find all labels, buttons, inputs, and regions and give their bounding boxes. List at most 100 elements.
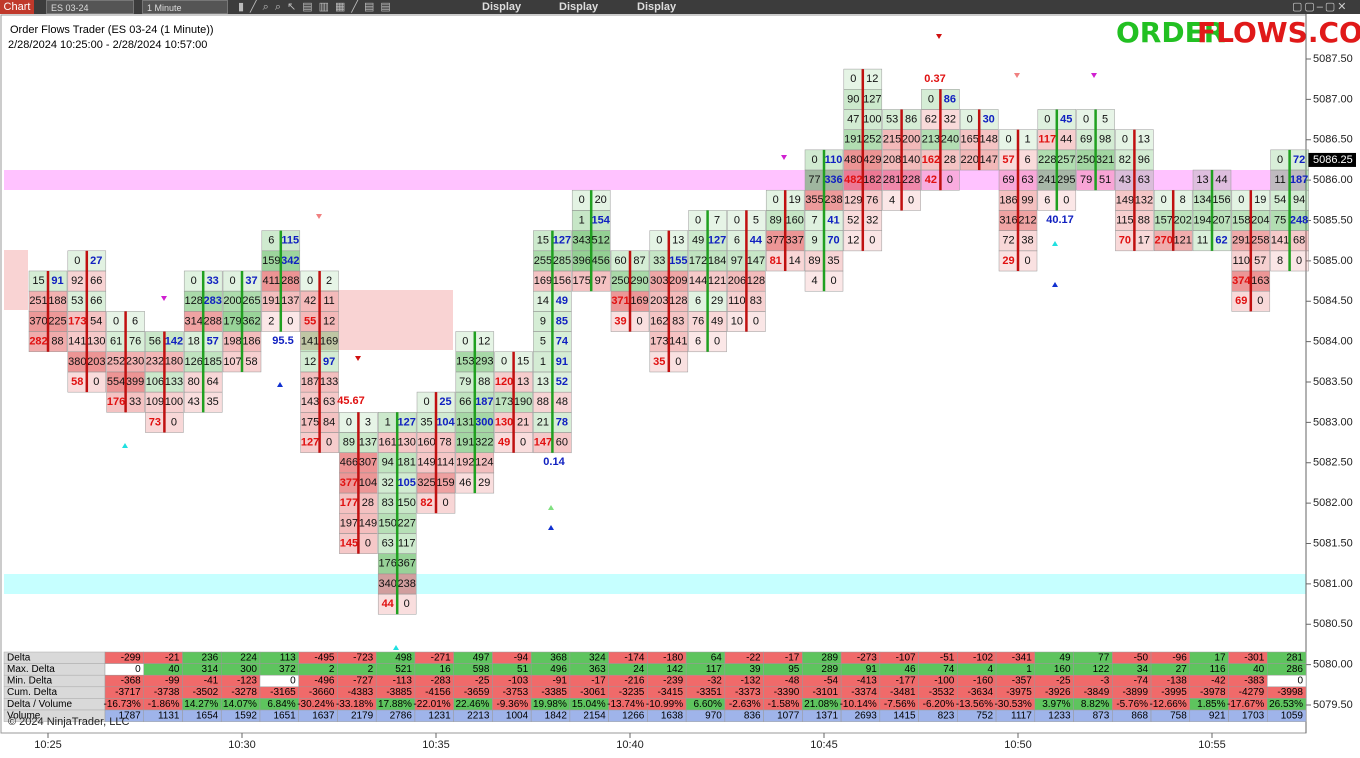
- table-value: -17.67%: [1227, 699, 1264, 710]
- table-value: -3659: [464, 687, 490, 698]
- bid-volume: 120: [495, 376, 513, 388]
- bid-volume: 194: [1193, 214, 1211, 226]
- bid-volume: 143: [301, 396, 319, 408]
- table-value: -51: [940, 652, 955, 663]
- bid-volume: 110: [728, 295, 746, 307]
- table-value: 1233: [1048, 710, 1071, 721]
- table-value: 2179: [351, 710, 374, 721]
- table-value: 6.84%: [267, 699, 295, 710]
- bid-volume: 39: [614, 315, 626, 327]
- bid-volume: 79: [459, 376, 471, 388]
- ask-volume: 76: [129, 336, 141, 348]
- table-value: 142: [666, 664, 683, 675]
- bid-volume: 159: [262, 255, 280, 267]
- table-value: -3885: [386, 687, 412, 698]
- bid-volume: 162: [650, 315, 668, 327]
- ask-volume: 70: [827, 235, 839, 247]
- ask-volume: 78: [439, 436, 451, 448]
- ask-volume: 0: [442, 497, 448, 509]
- table-value: -25: [1056, 676, 1071, 687]
- ask-volume: 265: [242, 295, 260, 307]
- bid-volume: 252: [107, 356, 125, 368]
- bid-volume: 35: [420, 416, 432, 428]
- ask-volume: 20: [595, 194, 607, 206]
- bid-volume: 33: [653, 255, 665, 267]
- bid-volume: 7: [811, 214, 817, 226]
- table-value: 40: [168, 664, 180, 675]
- bid-volume: 213: [922, 134, 940, 146]
- ask-volume: 209: [669, 275, 687, 287]
- ask-volume: 33: [129, 396, 141, 408]
- ask-volume: 28: [944, 154, 956, 166]
- ask-volume: 110: [825, 154, 843, 166]
- ask-volume: 29: [478, 477, 490, 489]
- bid-volume: 13: [1196, 174, 1208, 186]
- table-value: -3975: [1006, 687, 1032, 698]
- bid-volume: 89: [770, 214, 782, 226]
- bid-volume: 191: [456, 437, 474, 449]
- ask-volume: 21: [517, 416, 529, 428]
- bid-volume: 0: [1005, 134, 1011, 146]
- price-tick-label: 5086.00: [1313, 174, 1353, 186]
- display-menu[interactable]: Display: [482, 1, 522, 13]
- table-value: 1117: [1011, 710, 1032, 721]
- instrument-select[interactable]: ES 03-24: [46, 0, 134, 14]
- bid-volume: 316: [999, 214, 1017, 226]
- table-value: 16: [440, 664, 452, 675]
- bid-volume: 42: [304, 295, 316, 307]
- table-row-label: Volume: [7, 710, 41, 721]
- price-tick-label: 5082.50: [1313, 457, 1353, 469]
- ask-volume: 258: [1251, 235, 1269, 247]
- ask-volume: 140: [902, 154, 920, 166]
- ask-volume: 130: [87, 336, 105, 348]
- ask-volume: 137: [281, 295, 299, 307]
- table-value: -25: [475, 676, 490, 687]
- last-price-label: 5086.25: [1313, 154, 1353, 166]
- ask-volume: 321: [1096, 154, 1114, 166]
- display-menu[interactable]: Display: [637, 1, 677, 13]
- tool-icons[interactable]: ▮╱⌕⌕↖▤▥▦╱▤▤: [238, 1, 397, 13]
- bid-volume: 175: [573, 275, 591, 287]
- bid-volume: 371: [611, 295, 629, 307]
- chart-tab[interactable]: Chart: [0, 0, 34, 14]
- ask-volume: 13: [1138, 134, 1150, 146]
- bid-volume: 106: [146, 376, 164, 388]
- table-cell: [1267, 709, 1307, 722]
- table-value: -107: [896, 652, 916, 663]
- ask-volume: 84: [323, 416, 335, 428]
- last-price-box: [1308, 152, 1356, 167]
- bid-volume: 53: [886, 113, 898, 125]
- ask-volume: 87: [633, 255, 645, 267]
- ask-volume: 204: [1251, 214, 1269, 226]
- ask-volume: 6: [1024, 154, 1030, 166]
- price-tick-label: 5080.50: [1313, 618, 1353, 630]
- bid-volume: 4: [811, 275, 817, 287]
- ask-volume: 74: [556, 336, 569, 348]
- display-menu[interactable]: Display: [559, 1, 599, 13]
- table-value: -48: [785, 676, 800, 687]
- table-value: -10.14%: [840, 699, 877, 710]
- table-value: 160: [1054, 664, 1071, 675]
- bid-volume: 173: [68, 315, 86, 327]
- bid-volume: 14: [537, 295, 549, 307]
- bid-volume: 53: [71, 295, 83, 307]
- logo-order: ORDER: [1116, 16, 1225, 49]
- ask-volume: 86: [944, 93, 956, 105]
- ask-volume: 88: [478, 376, 490, 388]
- ask-volume: 2: [326, 275, 332, 287]
- bid-volume: 303: [650, 275, 668, 287]
- ask-volume: 0: [675, 356, 681, 368]
- ask-volume: 12: [323, 315, 335, 327]
- ask-volume: 58: [245, 356, 257, 368]
- table-value: 286: [1286, 664, 1303, 675]
- ask-volume: 207: [1212, 214, 1230, 226]
- bid-volume: 250: [611, 275, 629, 287]
- window-buttons[interactable]: ▢▢–▢✕: [1292, 1, 1349, 13]
- table-value: -138: [1167, 676, 1187, 687]
- interval-select[interactable]: 1 Minute: [142, 0, 228, 14]
- table-value: 752: [976, 710, 993, 721]
- bid-volume: 6: [268, 235, 274, 247]
- table-value: -3532: [929, 687, 955, 698]
- table-value: 91: [866, 664, 878, 675]
- ask-volume: 288: [281, 275, 299, 287]
